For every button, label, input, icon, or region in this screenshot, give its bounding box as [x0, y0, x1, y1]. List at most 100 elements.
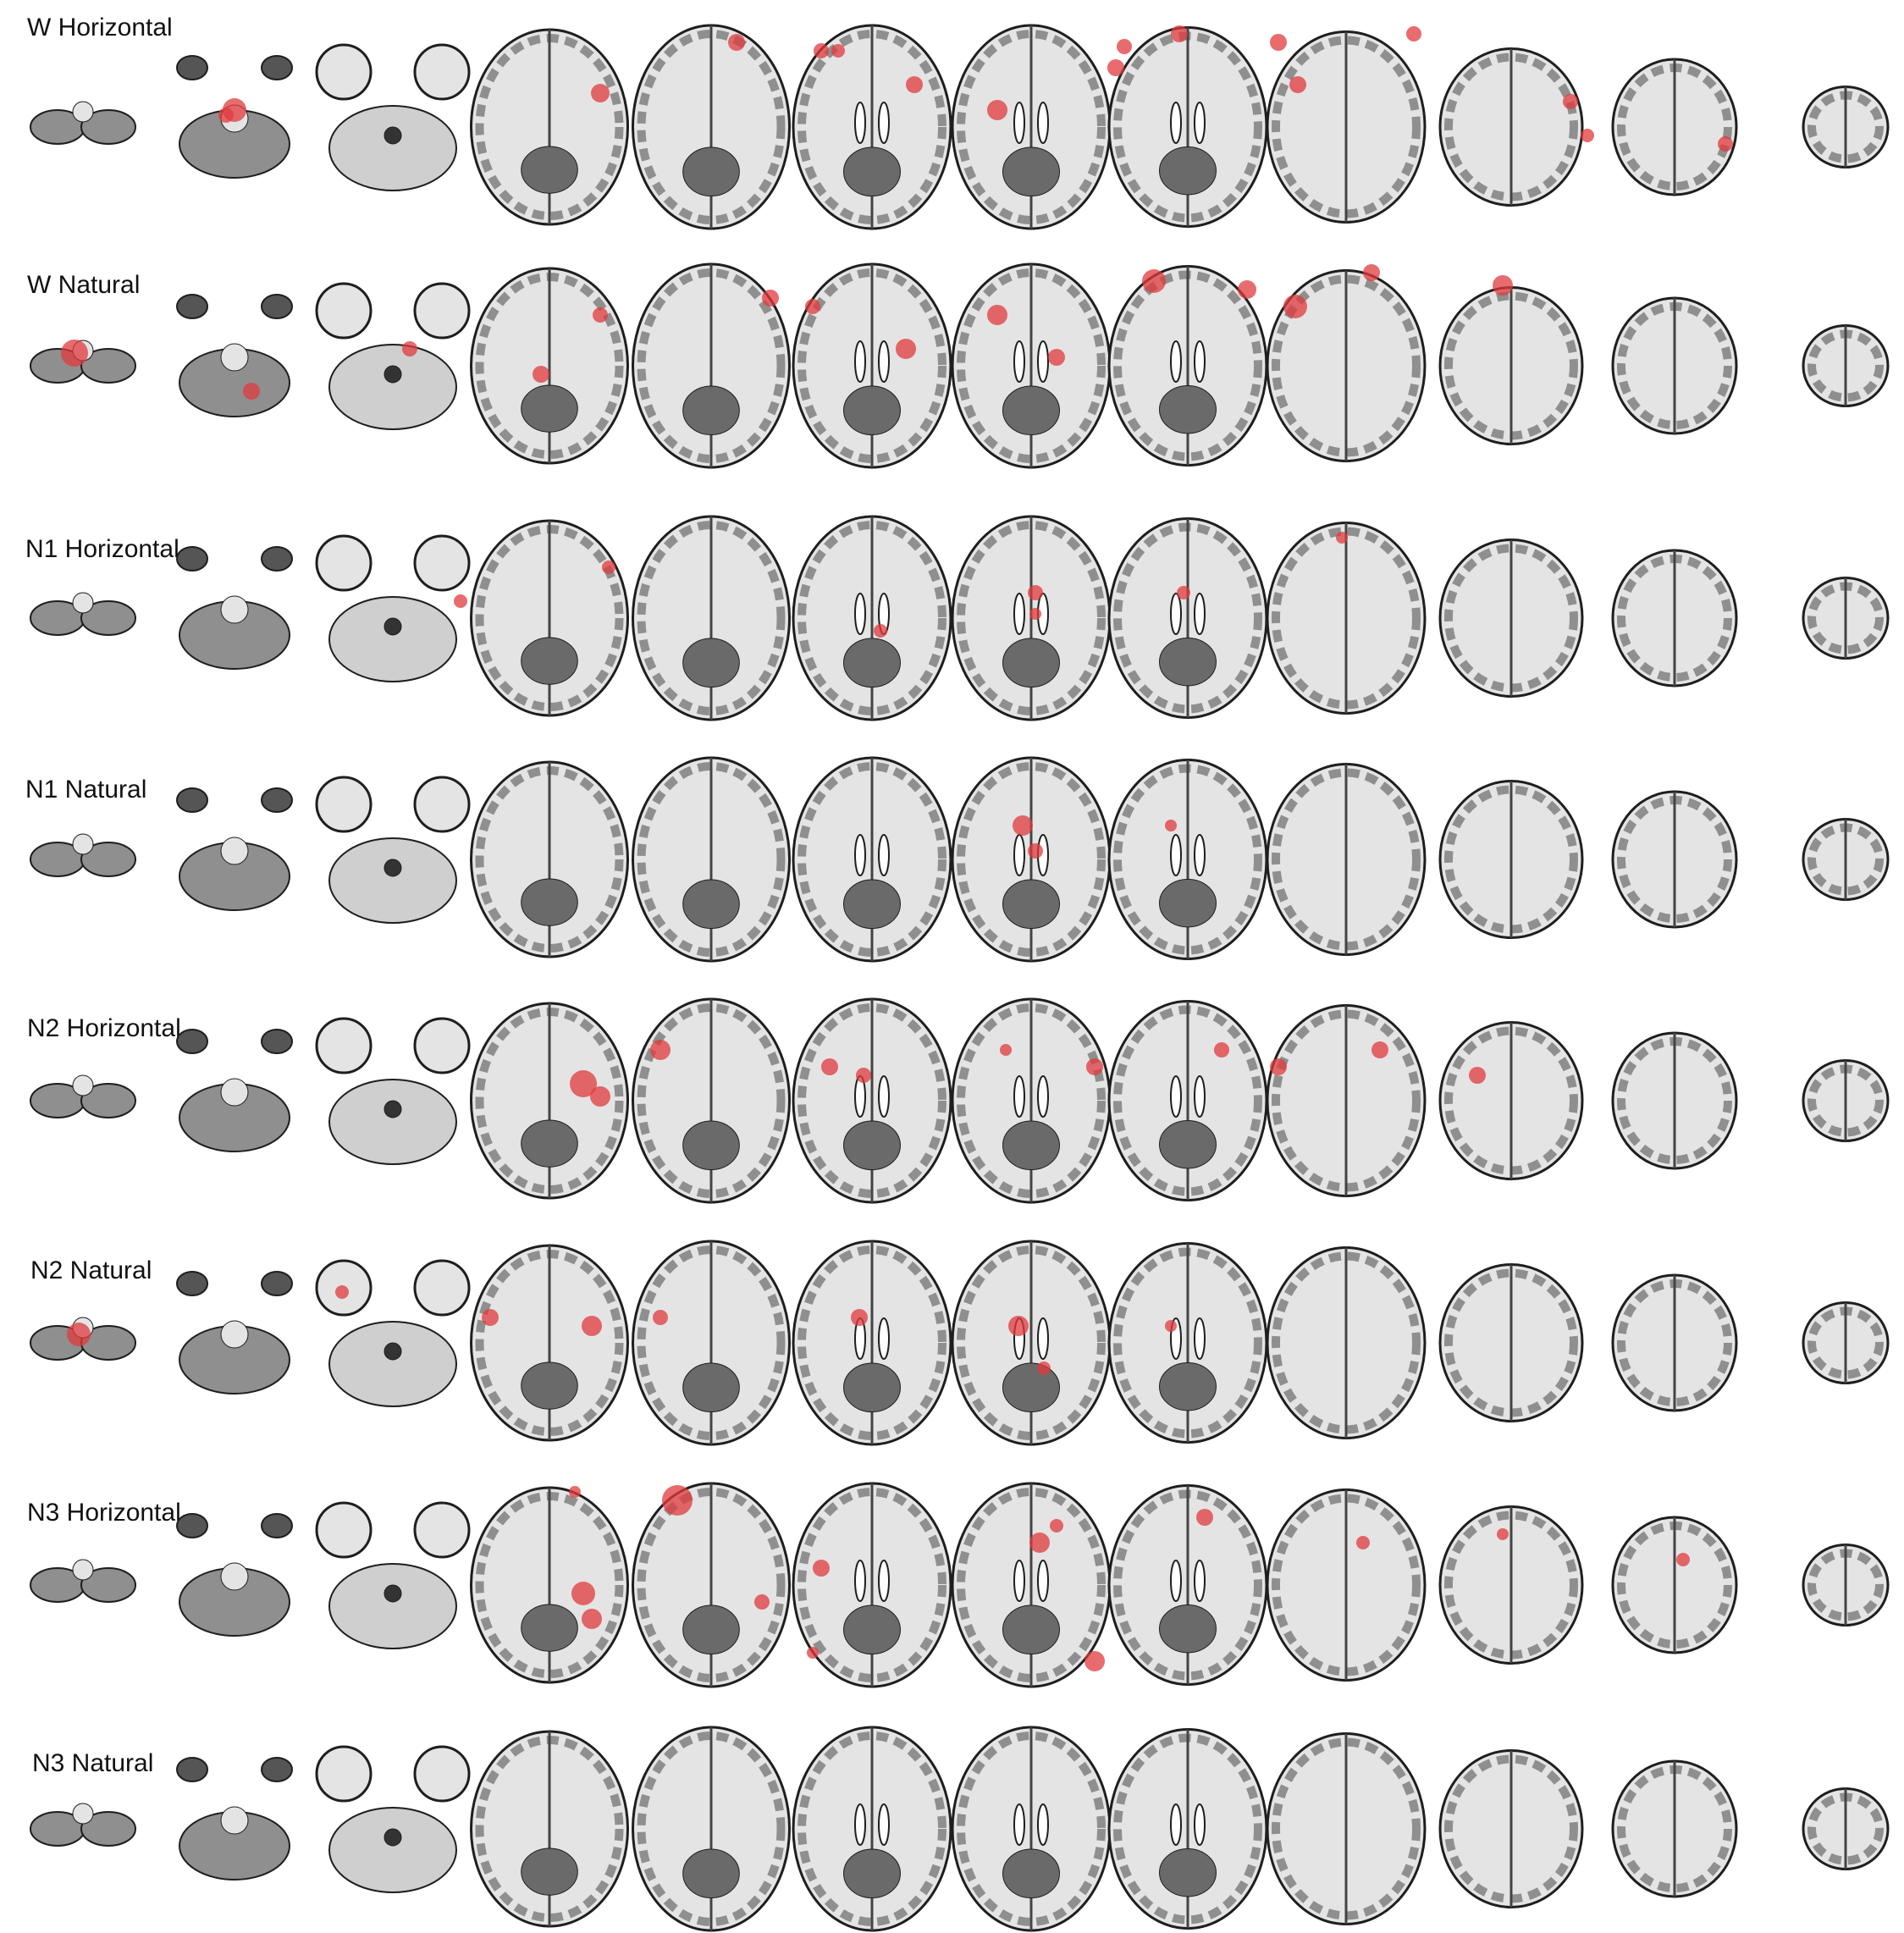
brain-slice: [632, 262, 791, 469]
row-label-n1-horizontal: N1 Horizontal: [25, 535, 179, 563]
brain-slice: [1107, 517, 1268, 719]
activation-cluster: [1028, 843, 1043, 859]
brain-slice: [1266, 30, 1427, 224]
row-label-w-horizontal: W Horizontal: [27, 14, 173, 41]
brain-slice: [792, 1726, 952, 1932]
brain-slice: [951, 515, 1112, 721]
activation-cluster: [1214, 1042, 1229, 1058]
brain-slice: [1802, 1301, 1890, 1384]
brain-slices-n3-horizontal: [30, 1482, 1890, 1688]
brain-slice: [1438, 1263, 1584, 1422]
brain-slice: [951, 997, 1112, 1204]
brain-slice: [1802, 818, 1890, 901]
activation-cluster: [1196, 1509, 1213, 1526]
row-n1-horizontal: N1 Horizontal: [25, 515, 1890, 721]
activation-cluster: [1289, 76, 1306, 93]
activation-cluster: [1084, 1651, 1105, 1671]
brain-slice: [470, 760, 629, 958]
brain-slice: [1438, 1021, 1584, 1180]
brain-slice: [30, 1559, 136, 1603]
brain-slices-n3-natural: [30, 1726, 1890, 1932]
brain-slices-n1-horizontal: [30, 515, 1890, 721]
brain-slice: [176, 1271, 293, 1395]
activation-cluster: [754, 1594, 770, 1610]
activation-cluster: [1029, 1533, 1050, 1553]
activation-cluster: [851, 1309, 868, 1326]
activation-cluster: [402, 341, 417, 356]
brain-slice: [792, 1240, 952, 1446]
brain-slice: [632, 997, 791, 1204]
activation-cluster: [1497, 1528, 1509, 1540]
brain-slices-n2-horizontal: [30, 997, 1890, 1204]
brain-slice: [1107, 1000, 1268, 1201]
activation-cluster: [1676, 1553, 1690, 1566]
brain-slice: [176, 294, 293, 417]
brain-slice: [951, 756, 1112, 963]
activation-cluster: [533, 366, 549, 383]
row-label-w-natural: W Natural: [27, 271, 140, 299]
brain-slice: [1611, 549, 1738, 688]
activation-cluster: [813, 1560, 830, 1577]
activation-cluster: [821, 1058, 838, 1075]
activation-cluster: [67, 1323, 91, 1346]
activation-cluster: [1117, 39, 1132, 54]
activation-cluster: [1563, 94, 1578, 109]
brain-slice: [1802, 1059, 1890, 1142]
brain-slice: [30, 101, 136, 145]
brain-slice: [176, 787, 293, 911]
activation-cluster: [1363, 264, 1380, 281]
row-w-horizontal: W Horizontal: [27, 14, 1890, 230]
activation-cluster: [814, 43, 829, 58]
brain-slice: [1802, 86, 1890, 168]
activation-cluster: [1283, 295, 1307, 318]
brain-slice: [792, 24, 952, 230]
activation-cluster: [987, 100, 1007, 120]
brain-slice: [792, 515, 952, 721]
activation-cluster: [662, 1485, 693, 1516]
activation-cluster: [1050, 1519, 1063, 1533]
brain-slice: [951, 1726, 1112, 1932]
row-label-n3-horizontal: N3 Horizontal: [27, 1499, 181, 1527]
brain-slice: [1438, 1505, 1584, 1665]
activation-cluster: [1718, 136, 1733, 152]
brain-slice: [1266, 269, 1427, 462]
brain-slice: [1802, 1544, 1890, 1626]
brain-slice: [30, 833, 136, 877]
activation-cluster: [1177, 586, 1190, 599]
activation-cluster: [569, 1486, 581, 1498]
activation-cluster: [987, 305, 1007, 325]
activation-cluster: [1107, 59, 1124, 76]
brain-slice: [470, 519, 629, 717]
brain-slice: [632, 1726, 791, 1932]
activation-cluster: [1356, 1536, 1370, 1549]
brain-slices-n2-natural: [30, 1240, 1890, 1446]
activation-cluster: [1013, 815, 1033, 836]
brain-slice: [1266, 522, 1427, 715]
activation-cluster: [1028, 585, 1043, 600]
brain-slice: [1107, 1242, 1268, 1444]
activation-cluster: [1029, 608, 1041, 620]
activation-cluster: [1371, 1041, 1388, 1058]
activation-cluster: [454, 594, 467, 608]
row-label-n2-natural: N2 Natural: [30, 1256, 152, 1284]
activation-cluster: [61, 340, 88, 367]
brain-slice: [176, 1029, 293, 1152]
brain-slice: [632, 1240, 791, 1446]
brain-slice: [470, 28, 629, 226]
brain-slice: [176, 1513, 293, 1637]
brain-slices-n1-natural: [30, 756, 1890, 963]
brain-slice: [1438, 286, 1584, 445]
brain-slice: [1802, 324, 1890, 407]
brain-slice: [470, 1730, 629, 1928]
activation-cluster: [906, 76, 923, 93]
brain-slice: [792, 756, 952, 963]
row-n2-natural: N2 Natural: [30, 1240, 1890, 1446]
brain-slice: [30, 1074, 136, 1118]
brain-slice: [315, 1745, 471, 1893]
activation-cluster: [1270, 1058, 1287, 1075]
brain-slice: [632, 515, 791, 721]
activation-cluster: [805, 299, 820, 314]
row-label-n2-horizontal: N2 Horizontal: [27, 1014, 181, 1042]
brain-slices-w-natural: [30, 262, 1890, 469]
brain-slice: [315, 534, 471, 682]
